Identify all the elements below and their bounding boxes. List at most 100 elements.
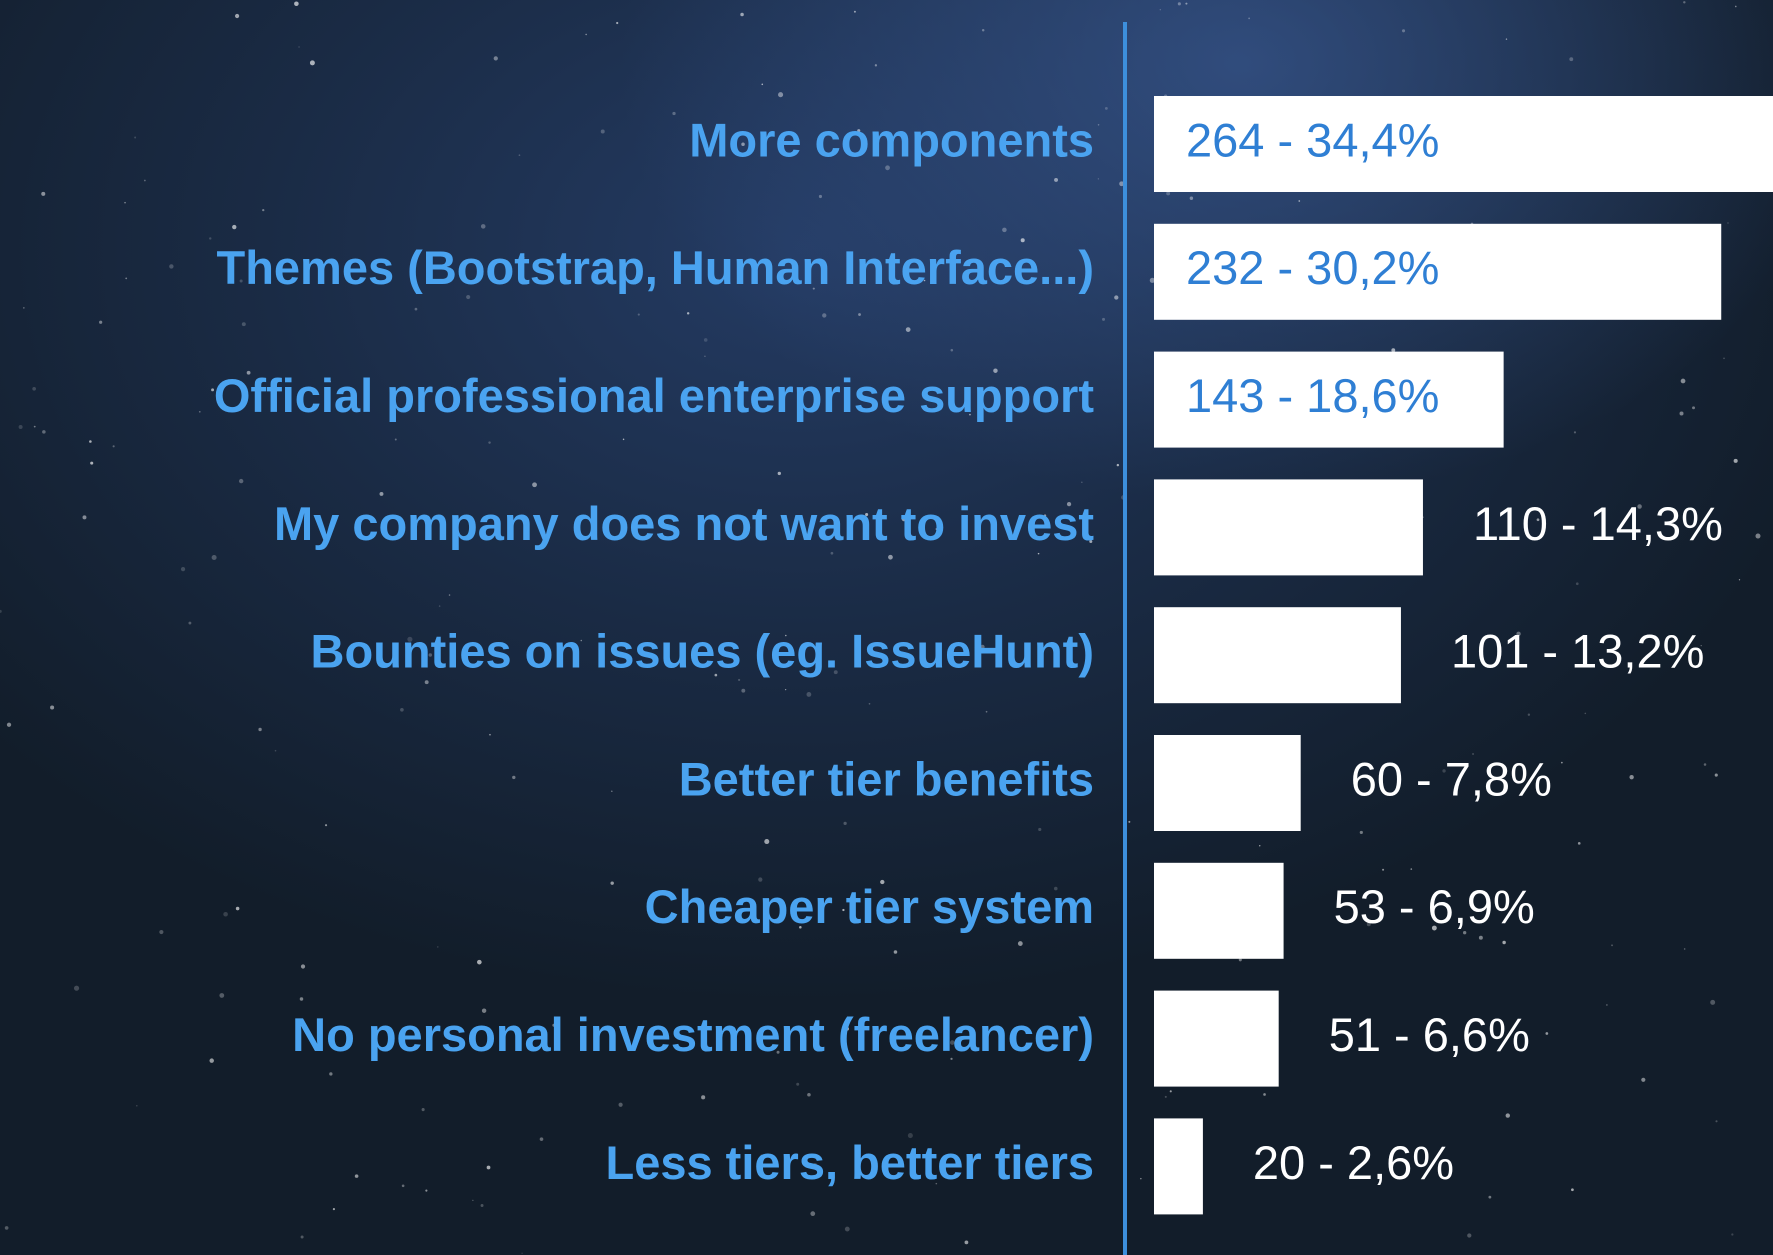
star: [1149, 277, 1155, 283]
star: [1505, 38, 1508, 40]
star: [332, 1208, 335, 1211]
star: [764, 839, 770, 845]
star: [188, 621, 192, 625]
star: [637, 313, 640, 316]
star: [611, 790, 613, 793]
star: [6, 722, 12, 727]
star: [980, 644, 985, 650]
star: [758, 877, 763, 882]
star: [1119, 181, 1125, 187]
star: [580, 639, 583, 642]
star: [842, 908, 845, 912]
star: [50, 705, 55, 710]
star: [616, 21, 619, 25]
star: [219, 993, 225, 998]
value-label: 232 - 30,2%: [1186, 241, 1439, 294]
star: [1733, 458, 1738, 463]
star: [1715, 1120, 1718, 1123]
star: [300, 1235, 304, 1239]
star: [523, 257, 525, 259]
value-label: 51 - 6,6%: [1329, 1008, 1530, 1061]
star: [672, 111, 676, 116]
star: [425, 1189, 428, 1192]
star: [880, 879, 885, 885]
star: [1723, 357, 1725, 360]
star: [258, 727, 262, 732]
star: [740, 12, 744, 17]
star: [159, 929, 164, 935]
star: [761, 83, 764, 86]
star: [844, 1226, 850, 1232]
star: [1410, 868, 1413, 870]
star: [1037, 552, 1040, 555]
star: [1002, 227, 1007, 233]
star: [1140, 1177, 1142, 1180]
star: [1382, 868, 1385, 871]
star: [1116, 463, 1120, 467]
star: [907, 1133, 913, 1139]
star: [414, 307, 418, 311]
star: [32, 386, 36, 391]
category-label: More components: [689, 113, 1094, 166]
star: [1573, 431, 1577, 434]
star: [1714, 773, 1718, 777]
star: [741, 688, 746, 693]
star: [1692, 406, 1696, 410]
star: [796, 1082, 800, 1086]
star: [738, 678, 741, 682]
star: [1104, 106, 1108, 110]
star: [124, 201, 126, 204]
star: [822, 313, 827, 318]
star: [448, 594, 451, 596]
star: [294, 1, 299, 7]
bar: [1154, 607, 1401, 704]
star: [1731, 1233, 1734, 1236]
star: [799, 925, 802, 929]
star: [329, 1072, 333, 1076]
star: [888, 554, 893, 560]
star: [99, 320, 103, 324]
star: [1066, 502, 1072, 507]
star: [1577, 842, 1581, 845]
star: [421, 1108, 425, 1112]
star: [481, 1008, 487, 1013]
star: [843, 821, 847, 826]
category-label: No personal investment (freelancer): [292, 1008, 1094, 1061]
star: [857, 129, 861, 133]
star: [950, 348, 954, 352]
star: [438, 605, 441, 607]
star: [90, 461, 94, 465]
star: [1097, 178, 1100, 180]
value-label: 60 - 7,8%: [1351, 752, 1552, 805]
star: [472, 1199, 474, 1201]
star: [239, 279, 243, 283]
star: [810, 1211, 816, 1217]
star: [1300, 1168, 1302, 1170]
star: [246, 370, 251, 375]
star: [1755, 533, 1761, 539]
star: [1571, 1188, 1574, 1192]
star: [235, 13, 240, 19]
star: [969, 413, 971, 416]
star: [169, 264, 174, 269]
star: [532, 482, 537, 488]
star: [1166, 191, 1171, 196]
star: [1081, 481, 1083, 484]
star: [950, 1040, 955, 1045]
star: [1700, 644, 1702, 647]
star: [407, 636, 413, 642]
star: [1502, 940, 1506, 945]
star: [238, 478, 244, 484]
star: [1584, 712, 1587, 715]
star: [812, 287, 815, 290]
bar: [1154, 1118, 1203, 1215]
star: [134, 136, 137, 139]
star: [4, 1226, 9, 1230]
bar: [1154, 96, 1773, 192]
star: [1248, 17, 1250, 20]
star: [760, 1154, 763, 1157]
star: [1164, 1095, 1167, 1098]
star: [1560, 761, 1563, 764]
star: [818, 194, 823, 199]
